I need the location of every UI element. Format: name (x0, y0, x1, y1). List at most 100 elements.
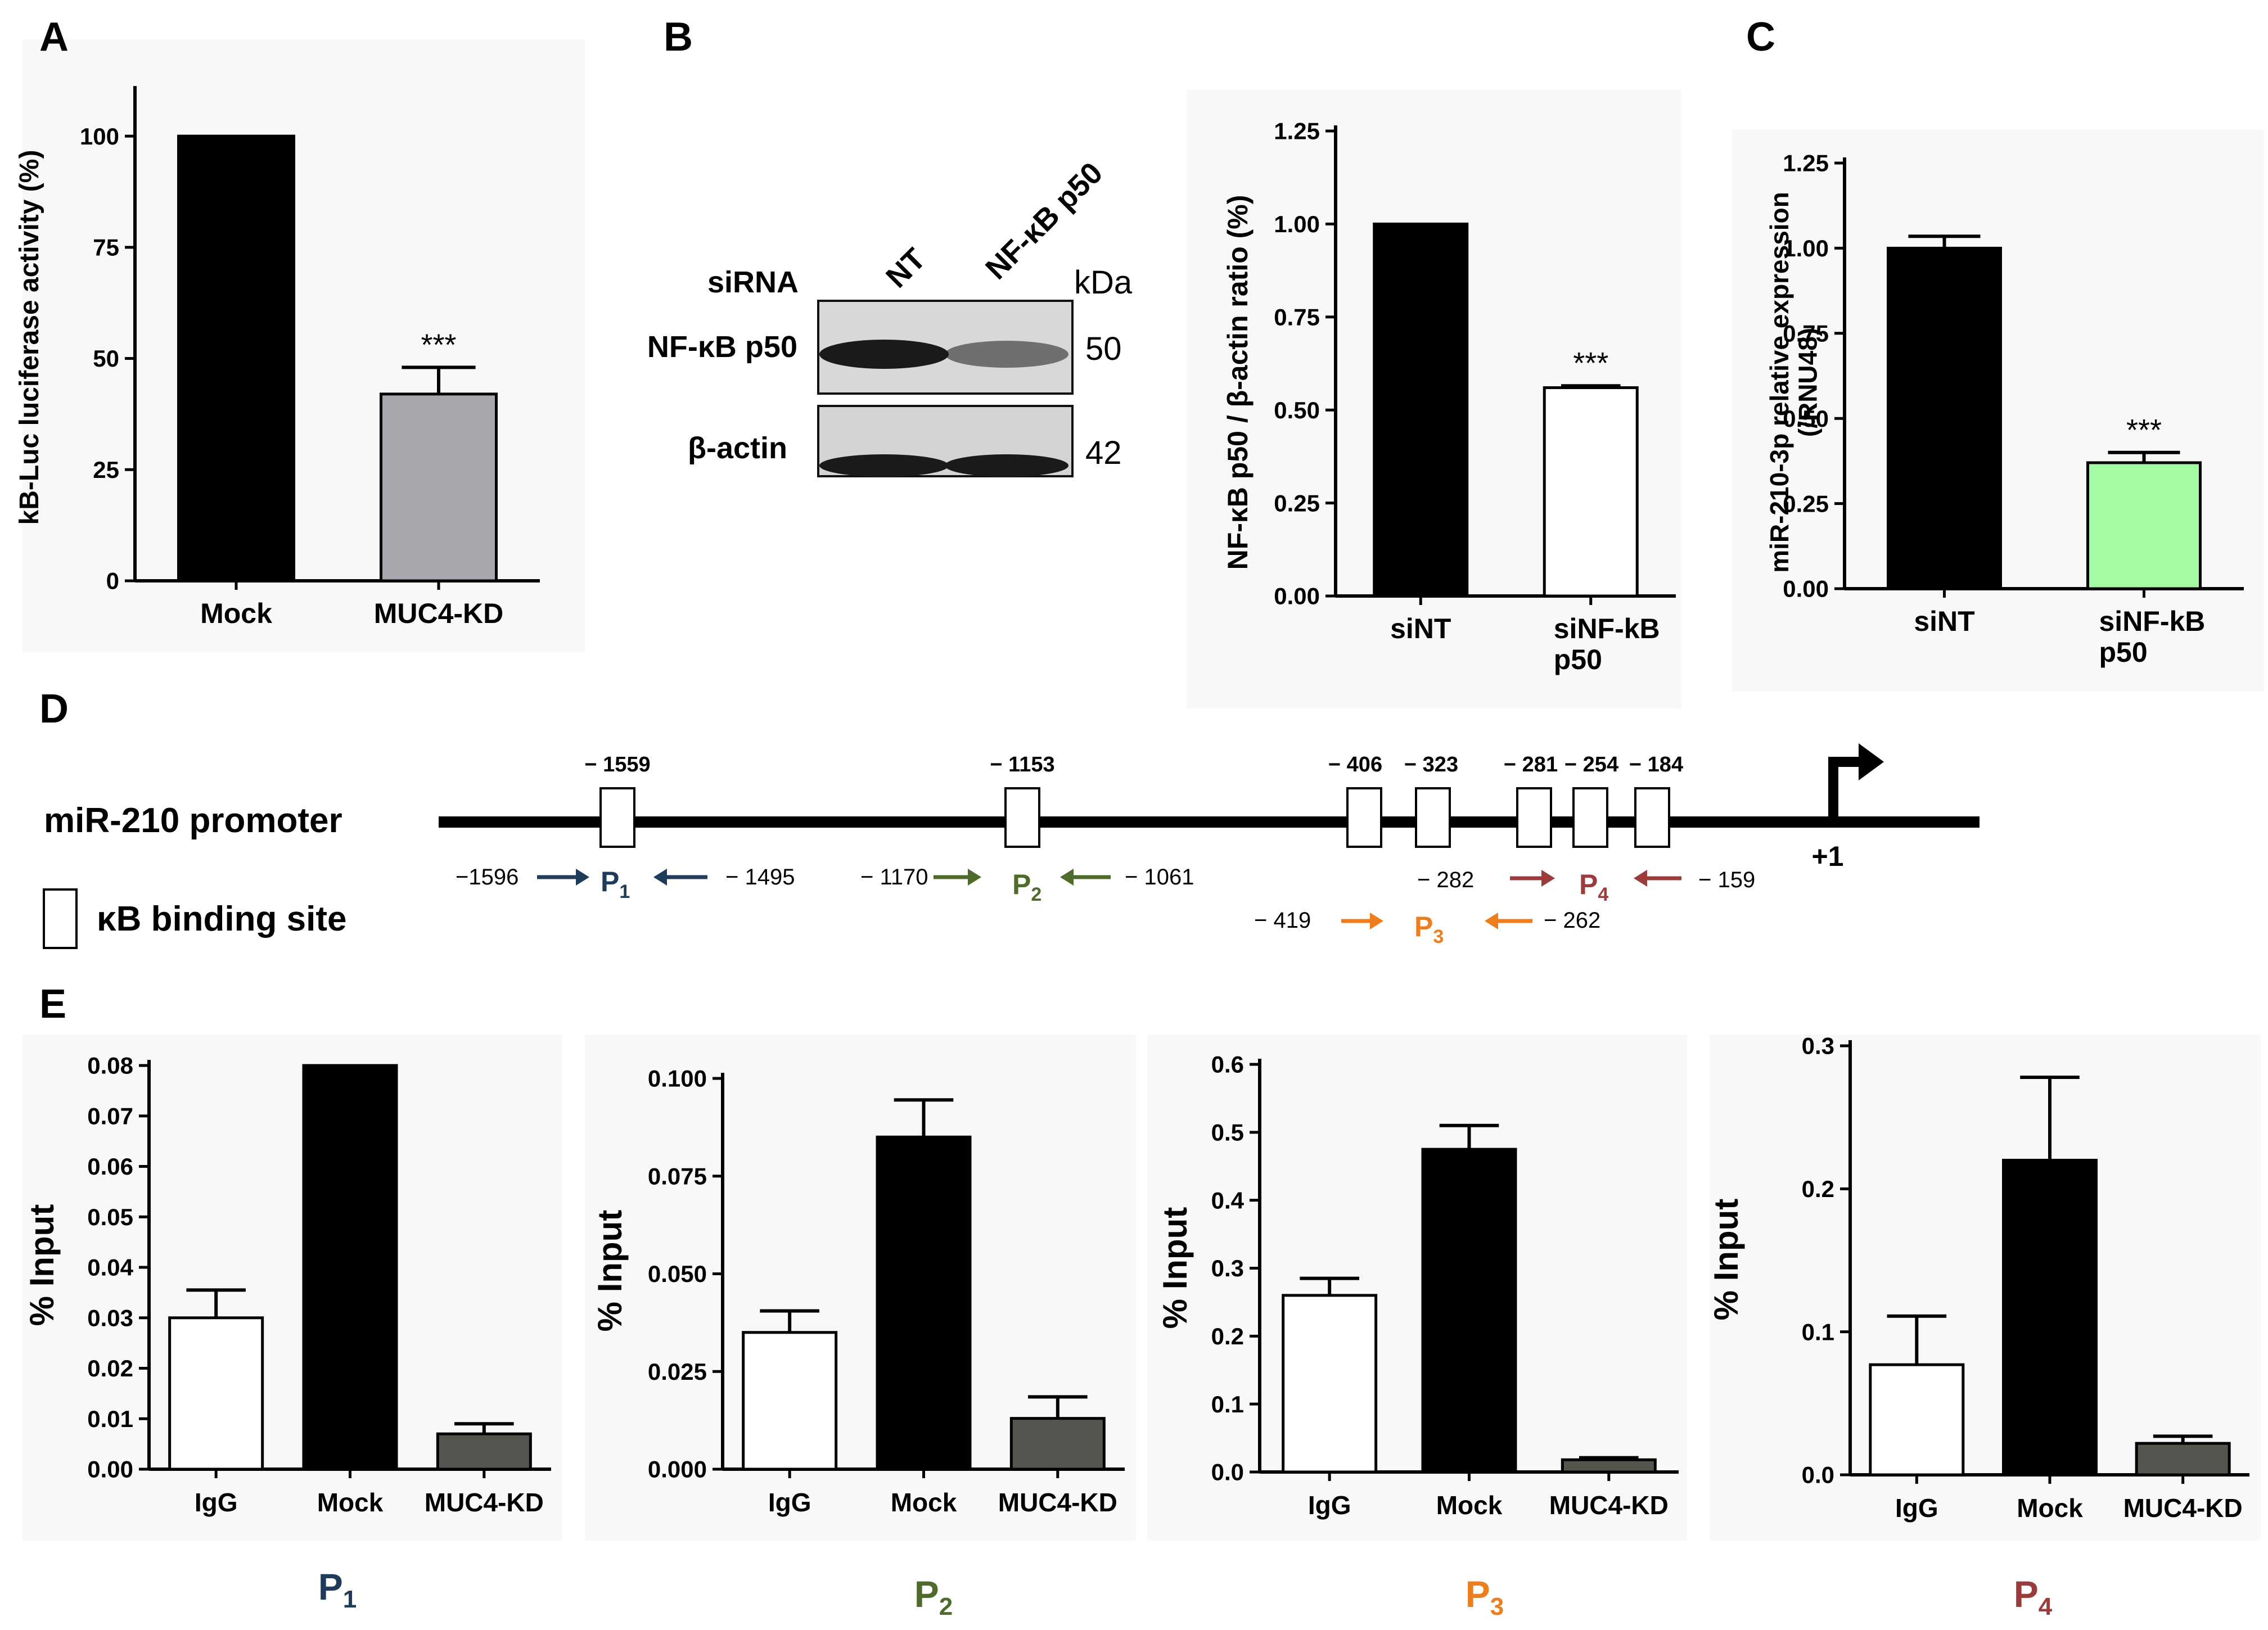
chart-b: 0.00 0.25 0.50 0.75 1.00 1.25 siNT siNF-kB p50 **… (1222, 118, 1676, 675)
y-tick-label: 0.100 (648, 1065, 707, 1092)
primer-p2-subscript: 2 (1031, 884, 1041, 905)
x-tick-label: siNF-kB p50 (2099, 606, 2206, 668)
y-tick-label: 100 (80, 123, 119, 150)
binding-site-281 (1516, 787, 1552, 848)
site-label-1153: − 1153 (990, 753, 1054, 776)
primer-p2-rev-head (1060, 869, 1074, 886)
primer-p1-right: − 1495 (725, 865, 795, 889)
bar-igg (1282, 1294, 1378, 1474)
binding-site-254 (1572, 787, 1608, 848)
x-tick-label: MUC4-KD (2123, 1493, 2243, 1523)
y-tick-label: 0.3 (1211, 1255, 1244, 1281)
y-tick-label: 0.075 (648, 1163, 707, 1189)
binding-site-406 (1346, 787, 1382, 848)
y-tick-label: 0.2 (1802, 1176, 1834, 1202)
x-tick-label: Mock (2017, 1493, 2083, 1523)
significance-stars: *** (2126, 413, 2162, 447)
x-tick-label: Mock (1436, 1491, 1503, 1520)
y-tick-label: 1.25 (1274, 118, 1320, 145)
y-tick-label: 0.01 (87, 1406, 133, 1432)
chart-title-subscript: 1 (343, 1586, 357, 1613)
y-tick-label: 0.05 (87, 1204, 133, 1230)
bar-mock (876, 1135, 972, 1471)
primer-p1-subscript: 1 (619, 881, 630, 902)
y-axis-label: % Input (23, 1204, 61, 1326)
bar-mock (2002, 1158, 2098, 1477)
bar-muc4-kd (1009, 1417, 1106, 1471)
sirna-label: siRNA (707, 265, 799, 299)
chart-title-letter: P (1466, 1573, 1490, 1615)
chart-title: P1 (318, 1566, 357, 1613)
primer-p4-subscript: 4 (1598, 884, 1608, 905)
primer-p4-left: − 282 (1417, 868, 1474, 892)
bar-muc4-kd (380, 392, 498, 583)
site-label-1559: − 1559 (584, 753, 650, 776)
y-axis-label-line: (/RNU48) (1793, 328, 1823, 437)
chart-e-p4: 0.0 0.1 0.2 0.3 IgG Mock MUC4-KD % Input P4 (1707, 1033, 2249, 1620)
y-tick-label: 0.50 (1274, 397, 1320, 423)
primer-p4-fwd-head (1541, 870, 1555, 887)
primer-p2-left: − 1170 (860, 865, 928, 889)
site-label-323: − 323 (1404, 753, 1458, 776)
y-axis-label: % Input (1707, 1199, 1745, 1321)
site-label-281: − 281 (1504, 753, 1558, 776)
bar-igg (168, 1316, 264, 1471)
y-tick-label: 0.1 (1211, 1391, 1244, 1417)
bar-mock (1421, 1148, 1517, 1474)
binding-site-184 (1634, 787, 1670, 848)
y-tick-label: 0.2 (1211, 1323, 1244, 1349)
chart-e-p1: 0.00 0.01 0.02 0.03 0.04 0.05 0.06 0.07 0.08 IgG M… (23, 1053, 551, 1613)
y-tick-label: 0.00 (1783, 576, 1829, 602)
western-blot: siRNA NT NF-κB p50 kDa NF-κB p50 β-actin… (647, 156, 1133, 477)
y-tick-label: 50 (93, 345, 119, 372)
x-tick-label: IgG (1895, 1493, 1938, 1523)
panel-letter-c: C (1746, 15, 1775, 60)
primer-p4-name: P4 (1579, 869, 1608, 905)
y-axis-label: % Input (1156, 1207, 1194, 1329)
bar-mock (177, 134, 295, 583)
y-tick-label: 0.050 (648, 1261, 707, 1287)
panel-letter-b: B (664, 15, 693, 60)
y-tick-label: 0.1 (1802, 1319, 1834, 1345)
chart-title-subscript: 3 (1490, 1593, 1504, 1620)
promoter-label: miR-210 promoter (44, 801, 342, 840)
x-tick-label-line: p50 (2099, 636, 2148, 668)
bar-sint (1887, 246, 2002, 590)
panel-letter-a: A (39, 15, 69, 60)
chart-title: P4 (2014, 1573, 2053, 1620)
y-tick-label: 0.0 (1211, 1459, 1244, 1485)
x-tick-label-line: siNF-kB (2099, 606, 2206, 637)
primer-p2-letter: P (1012, 869, 1031, 900)
y-tick-label: 0.6 (1211, 1051, 1244, 1078)
primer-p3-subscript: 3 (1433, 926, 1444, 947)
y-tick-label: 0.3 (1802, 1033, 1834, 1059)
primer-p4-right: − 159 (1698, 868, 1755, 892)
chart-c: 0.00 0.25 0.50 0.75 1.00 1.25 siNT siNF-kB p50 **… (1765, 150, 2244, 668)
x-tick-label: IgG (195, 1488, 238, 1517)
y-tick-label: 0.75 (1783, 320, 1829, 347)
chart-title-letter: P (914, 1573, 939, 1615)
tss-arrow (1828, 757, 1864, 822)
y-tick-label: 0.50 (1783, 405, 1829, 432)
site-label-184: − 184 (1629, 753, 1683, 776)
primer-p1-left: −1596 (456, 865, 518, 889)
primer-p3-right: − 262 (1544, 908, 1600, 933)
y-tick-label: 0.00 (87, 1456, 133, 1483)
promoter-diagram: miR-210 promoter +1 − 1559 − 1153 − 406 … (43, 743, 1980, 949)
blot-row-label-actin: β-actin (688, 431, 787, 465)
bar-igg (1869, 1363, 1965, 1477)
x-tick-label-line: siNF-kB (1554, 613, 1660, 644)
band-nfkb-nt (819, 340, 949, 369)
bar-sint (1373, 222, 1469, 598)
chart-e-p2: 0.000 0.025 0.050 0.075 0.100 IgG Mock MUC4-KD%… (591, 1065, 1125, 1620)
y-tick-label: 0.00 (1274, 583, 1320, 609)
primer-p4-rev-head (1634, 870, 1647, 887)
x-tick-label: IgG (1308, 1491, 1351, 1520)
chart-title-letter: P (318, 1566, 343, 1608)
tss-label: +1 (1811, 841, 1843, 872)
x-tick-label: IgG (768, 1488, 811, 1517)
y-tick-label: 0 (106, 568, 119, 594)
binding-site-legend-box (43, 888, 78, 949)
primer-p1-letter: P (601, 866, 619, 897)
primer-p1-rev-head (653, 869, 667, 886)
